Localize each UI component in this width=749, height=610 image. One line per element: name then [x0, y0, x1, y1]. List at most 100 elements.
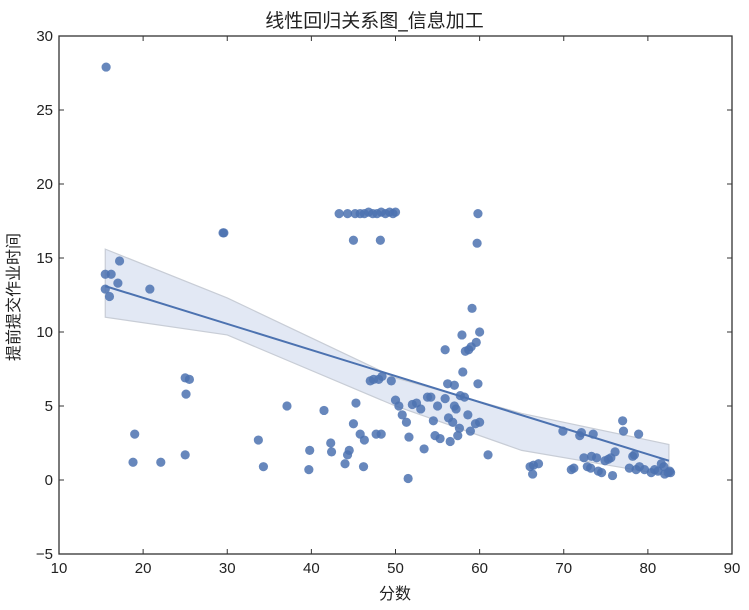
- data-point: [660, 469, 670, 479]
- data-point: [113, 278, 123, 288]
- axes: 10 20 30 40 50 60 70 80 90 −5 0 5 10 15 20 25 30: [36, 28, 740, 577]
- y-tick-label: 30: [36, 28, 53, 45]
- data-point: [443, 413, 454, 423]
- regression-line: [104, 285, 670, 462]
- y-tick-label: 20: [36, 176, 53, 193]
- data-point: [607, 470, 618, 481]
- data-point: [114, 256, 125, 266]
- data-point: [348, 419, 359, 429]
- data-point: [435, 433, 445, 444]
- data-point: [591, 453, 602, 463]
- data-point: [428, 416, 438, 426]
- data-point: [597, 468, 607, 478]
- data-point: [390, 207, 401, 217]
- y-tick-label: 10: [36, 324, 53, 341]
- data-point: [386, 376, 396, 386]
- data-point: [397, 410, 407, 420]
- x-tick-label: 70: [555, 560, 572, 577]
- x-tick-label: 40: [303, 560, 320, 577]
- data-point: [358, 462, 369, 472]
- data-point: [351, 398, 361, 408]
- data-point: [457, 330, 467, 340]
- data-point: [359, 435, 369, 445]
- data-point: [128, 457, 138, 467]
- data-point: [145, 284, 155, 294]
- x-tick-label: 50: [387, 560, 404, 577]
- y-tick-label: 15: [36, 250, 53, 267]
- x-axis-label: 分数: [378, 584, 411, 603]
- data-point: [377, 371, 387, 381]
- data-point: [419, 444, 429, 454]
- data-point: [618, 416, 628, 426]
- data-point: [533, 459, 544, 469]
- y-tick-label: −5: [36, 546, 53, 563]
- y-tick-label: 5: [45, 398, 53, 415]
- data-point: [473, 379, 483, 389]
- data-point: [465, 426, 475, 436]
- data-point: [282, 401, 292, 411]
- data-points: [100, 62, 676, 484]
- data-point: [463, 410, 473, 420]
- data-point: [101, 62, 111, 72]
- data-point: [475, 417, 485, 427]
- data-point: [181, 389, 191, 399]
- data-point: [440, 345, 450, 355]
- data-point: [471, 337, 481, 347]
- data-point: [569, 463, 579, 473]
- confidence-band: [104, 248, 670, 477]
- data-point: [618, 426, 629, 436]
- data-point: [376, 429, 386, 439]
- data-point: [449, 401, 459, 411]
- y-tick-label: 0: [45, 472, 53, 489]
- data-point: [375, 235, 385, 245]
- data-point: [130, 429, 140, 439]
- data-point: [579, 453, 589, 463]
- data-point: [475, 327, 485, 337]
- data-point: [180, 450, 190, 460]
- y-tick-label: 25: [36, 102, 53, 119]
- data-point: [404, 432, 414, 442]
- x-tick-label: 20: [135, 560, 152, 577]
- data-point: [483, 450, 493, 460]
- data-point: [344, 445, 354, 455]
- x-tick-label: 80: [640, 560, 657, 577]
- data-point: [440, 394, 450, 404]
- data-point: [445, 436, 455, 447]
- data-point: [340, 459, 350, 469]
- data-point: [258, 462, 269, 472]
- data-point: [348, 235, 359, 245]
- data-point: [342, 209, 353, 219]
- data-point: [403, 473, 413, 484]
- ci-band: [104, 248, 670, 477]
- x-tick-label: 60: [471, 560, 488, 577]
- data-point: [629, 450, 640, 460]
- x-tick-label: 10: [51, 560, 68, 577]
- data-point: [528, 469, 538, 479]
- data-point: [586, 463, 596, 473]
- data-point: [472, 238, 482, 248]
- data-point: [156, 457, 166, 467]
- data-point: [394, 401, 404, 411]
- data-point: [467, 303, 477, 313]
- data-point: [184, 374, 194, 384]
- regression-line-path: [104, 285, 670, 462]
- data-point: [473, 209, 483, 219]
- chart-title: 线性回归关系图_信息加工: [265, 10, 484, 32]
- data-point: [401, 417, 412, 427]
- data-point: [104, 291, 115, 302]
- data-point: [416, 404, 426, 414]
- data-point: [453, 431, 463, 441]
- data-point: [454, 423, 465, 433]
- data-point: [432, 401, 443, 411]
- data-point: [334, 209, 344, 219]
- data-point: [218, 228, 228, 238]
- data-point: [319, 405, 329, 416]
- x-tick-label: 90: [724, 560, 741, 577]
- data-point: [634, 429, 644, 439]
- data-point: [106, 269, 116, 279]
- data-point: [426, 392, 436, 402]
- data-point: [305, 445, 315, 455]
- x-tick-label: 30: [219, 560, 236, 577]
- data-point: [253, 435, 263, 445]
- data-point: [326, 438, 336, 448]
